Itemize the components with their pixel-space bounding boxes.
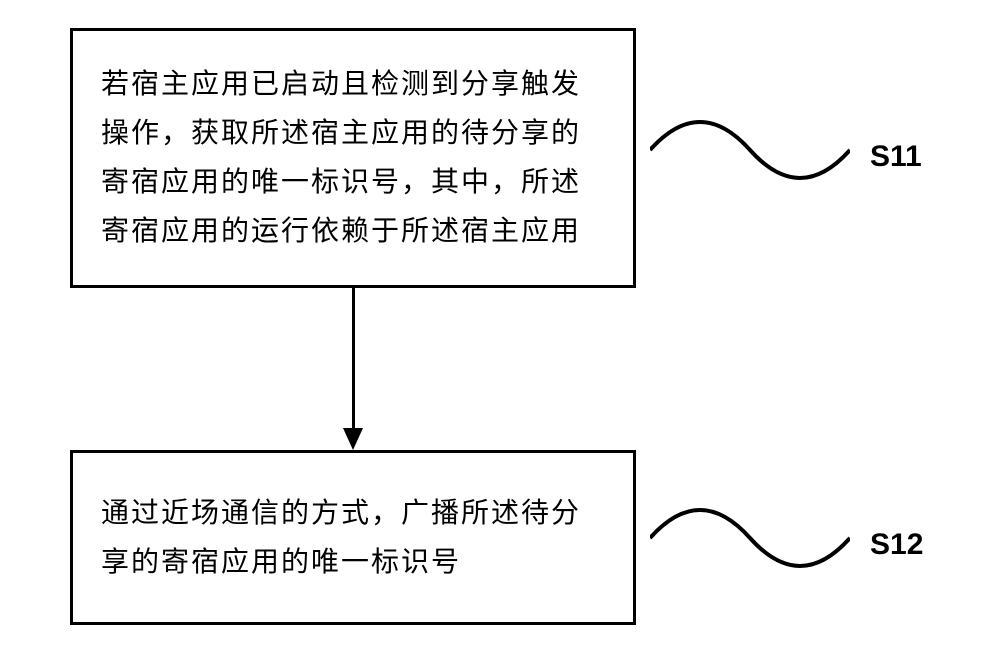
- wave-connector-2-icon: [650, 498, 850, 578]
- step-label-s12: S12: [870, 528, 923, 562]
- flow-arrow-line: [352, 288, 355, 428]
- flow-step-box-1: 若宿主应用已启动且检测到分享触发操作，获取所述宿主应用的待分享的寄宿应用的唯一标…: [70, 28, 636, 288]
- step-label-s11: S11: [870, 140, 922, 174]
- wave-connector-1-icon: [650, 110, 850, 190]
- flow-arrow-head-icon: [343, 428, 363, 450]
- flow-step-1-text: 若宿主应用已启动且检测到分享触发操作，获取所述宿主应用的待分享的寄宿应用的唯一标…: [101, 60, 605, 256]
- flow-step-2-text: 通过近场通信的方式，广播所述待分享的寄宿应用的唯一标识号: [101, 489, 605, 587]
- flow-step-box-2: 通过近场通信的方式，广播所述待分享的寄宿应用的唯一标识号: [70, 450, 636, 625]
